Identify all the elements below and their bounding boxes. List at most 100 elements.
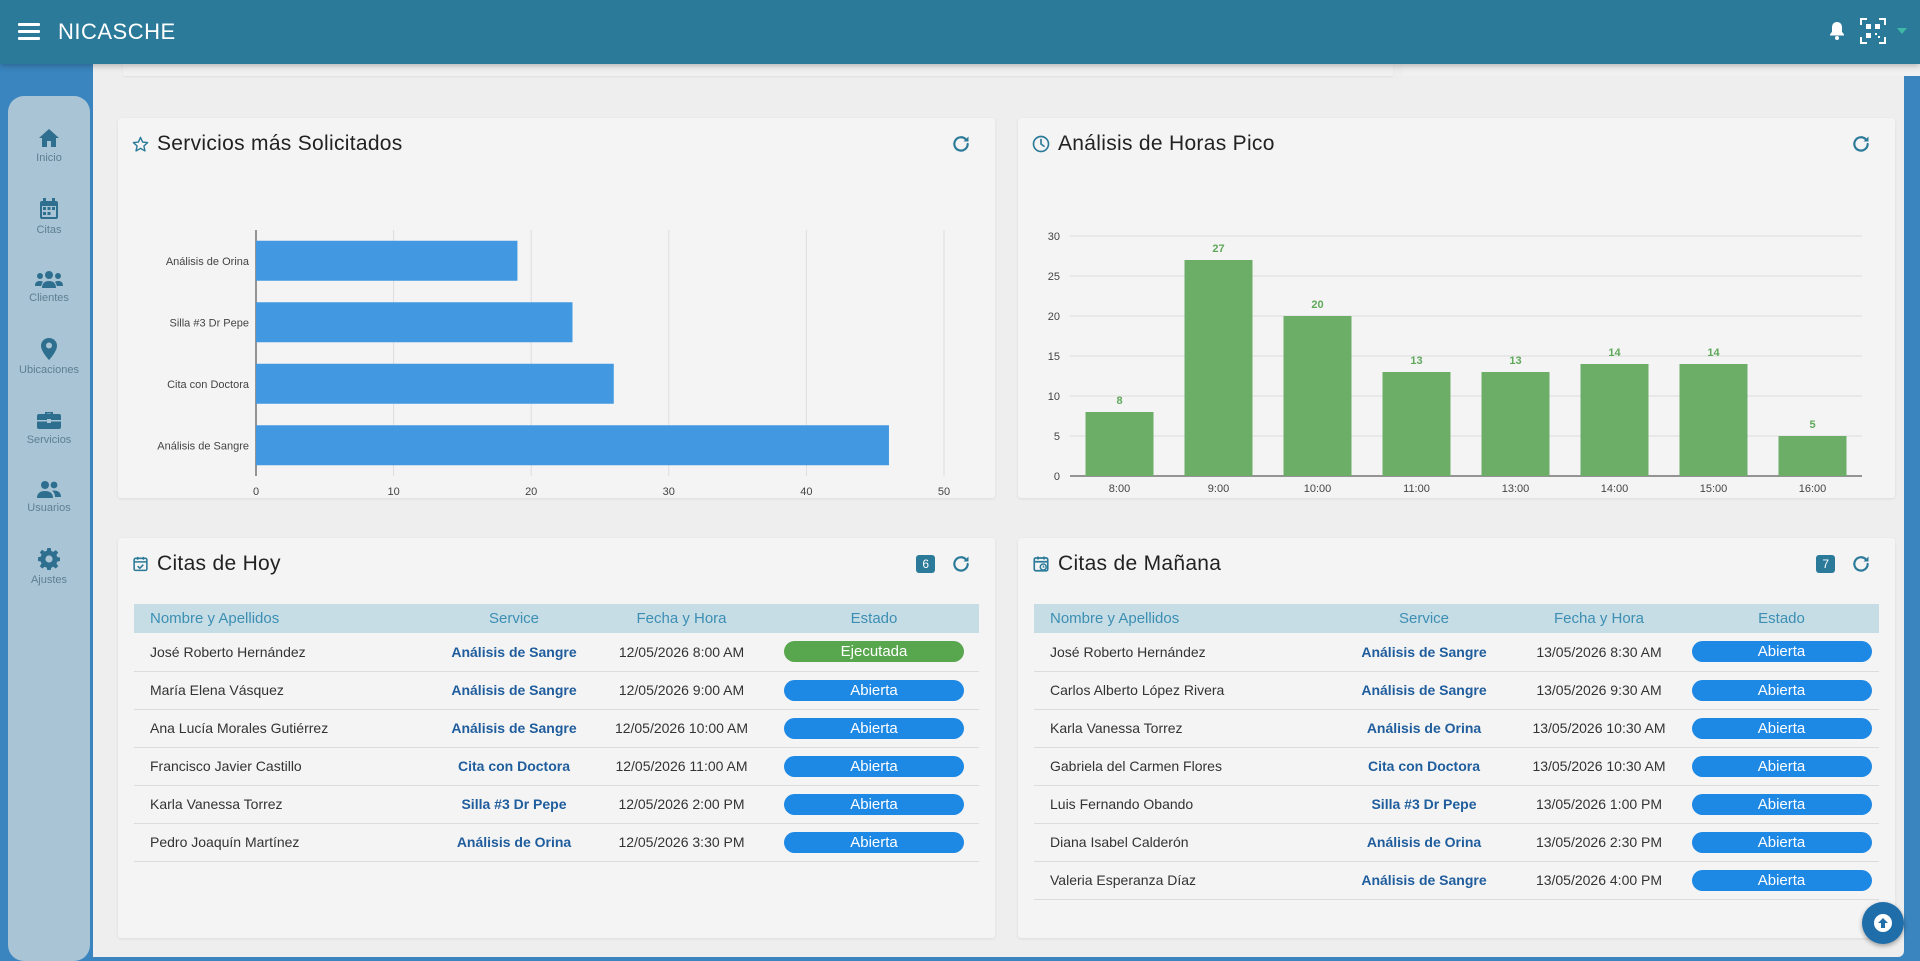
card-actions — [1851, 134, 1871, 154]
scroll-to-top-button[interactable] — [1862, 902, 1904, 944]
x-tick-label: 16:00 — [1799, 483, 1827, 495]
status-cell: Abierta — [1684, 785, 1879, 824]
datetime-cell: 12/05/2026 9:00 AM — [594, 671, 769, 710]
status-badge[interactable]: Abierta — [1691, 793, 1872, 815]
table-row[interactable]: Francisco Javier Castillo Cita con Doctor… — [134, 747, 979, 786]
table-row[interactable]: Diana Isabel Calderón Análisis de Orina 13… — [1034, 823, 1879, 862]
service-cell[interactable]: Silla #3 Dr Pepe — [1334, 785, 1514, 824]
service-cell[interactable]: Análisis de Sangre — [434, 709, 594, 748]
status-badge[interactable]: Abierta — [1691, 679, 1872, 701]
table-row[interactable]: José Roberto Hernández Análisis de Sangre… — [134, 633, 979, 672]
table-row[interactable]: Gabriela del Carmen Flores Cita con Docto… — [1034, 747, 1879, 786]
data-label: 14 — [1608, 347, 1621, 359]
status-badge[interactable]: Ejecutada — [784, 641, 964, 663]
status-badge[interactable]: Abierta — [1691, 831, 1872, 853]
status-cell: Abierta — [1684, 861, 1879, 900]
clock-icon — [1032, 135, 1050, 153]
sidebar-item-usuarios[interactable]: Usuarios — [8, 480, 90, 514]
refresh-icon[interactable] — [1851, 554, 1871, 574]
y-tick-label: Cita con Doctora — [167, 379, 250, 391]
app-title: NICASCHE — [58, 19, 176, 44]
qr-code-icon[interactable] — [1860, 18, 1886, 44]
calendar-clock-icon — [1033, 556, 1049, 572]
sidebar-item-clientes[interactable]: Clientes — [8, 270, 90, 304]
service-cell[interactable]: Análisis de Orina — [1334, 823, 1514, 862]
table-row[interactable]: Ana Lucía Morales Gutiérrez Análisis de S… — [134, 709, 979, 748]
today-count-badge: 6 — [916, 555, 935, 573]
status-badge[interactable]: Abierta — [784, 755, 964, 777]
status-cell: Abierta — [769, 785, 979, 824]
sidebar-item-label: Citas — [36, 224, 62, 236]
column-header[interactable]: Service — [488, 610, 540, 627]
table-row[interactable]: Luis Fernando Obando Silla #3 Dr Pepe 13/0… — [1034, 785, 1879, 824]
table-row[interactable]: Karla Vanessa Torrez Silla #3 Dr Pepe 12/0… — [134, 785, 979, 824]
y-tick-label: 15 — [1048, 351, 1060, 363]
column-header[interactable]: Fecha y Hora — [636, 610, 727, 627]
y-tick-label: 25 — [1048, 271, 1060, 283]
status-badge[interactable]: Abierta — [784, 679, 964, 701]
column-header[interactable]: Estado — [1758, 610, 1805, 627]
status-badge[interactable]: Abierta — [784, 717, 964, 739]
status-badge[interactable]: Abierta — [1691, 717, 1872, 739]
column-header[interactable]: Service — [1398, 610, 1450, 627]
arrow-up-circle-icon — [1874, 914, 1892, 932]
service-cell[interactable]: Cita con Doctora — [1334, 747, 1514, 786]
sidebar-item-inicio[interactable]: Inicio — [8, 128, 90, 164]
top-app-bar: NICASCHE — [0, 0, 1920, 64]
service-cell[interactable]: Silla #3 Dr Pepe — [434, 785, 594, 824]
service-cell[interactable]: Análisis de Orina — [1334, 709, 1514, 748]
service-cell[interactable]: Análisis de Sangre — [434, 671, 594, 710]
table-row[interactable]: Karla Vanessa Torrez Análisis de Orina 13/… — [1034, 709, 1879, 748]
main-content: Servicios más Solicitados 0 10 20 30 40 50 Aná… — [93, 64, 1920, 957]
datetime-cell: 12/05/2026 8:00 AM — [594, 633, 769, 672]
x-tick-label: 10 — [387, 486, 399, 498]
column-header[interactable]: Nombre y Apellidos — [150, 610, 280, 627]
refresh-icon[interactable] — [1851, 134, 1871, 154]
service-cell[interactable]: Análisis de Sangre — [1334, 861, 1514, 900]
table-row[interactable]: María Elena Vásquez Análisis de Sangre 12/… — [134, 671, 979, 710]
chevron-down-icon[interactable] — [1896, 18, 1908, 44]
y-tick-label: 0 — [1054, 471, 1060, 483]
status-badge[interactable]: Abierta — [1691, 755, 1872, 777]
status-badge[interactable]: Abierta — [1691, 869, 1872, 891]
users-icon — [35, 271, 63, 288]
table-row[interactable]: Valeria Esperanza Díaz Análisis de Sangre… — [1034, 861, 1879, 900]
datetime-cell: 13/05/2026 1:00 PM — [1514, 785, 1684, 824]
datetime-cell: 13/05/2026 8:30 AM — [1514, 633, 1684, 672]
bell-icon[interactable] — [1824, 18, 1850, 44]
sidebar-item-ajustes[interactable]: Ajustes — [8, 548, 90, 586]
service-cell[interactable]: Análisis de Orina — [434, 823, 594, 862]
status-badge[interactable]: Abierta — [784, 793, 964, 815]
column-header[interactable]: Estado — [850, 610, 898, 627]
service-cell[interactable]: Análisis de Sangre — [1334, 633, 1514, 672]
client-name-cell: José Roberto Hernández — [1034, 633, 1334, 672]
status-badge[interactable]: Abierta — [1691, 641, 1872, 663]
datetime-cell: 12/05/2026 10:00 AM — [594, 709, 769, 748]
table-header-row: Nombre y Apellidos Service Fecha y Hora … — [134, 604, 979, 633]
sidebar-item-servicios[interactable]: Servicios — [8, 410, 90, 446]
table-row[interactable]: Pedro Joaquín Martínez Análisis de Orina 1… — [134, 823, 979, 862]
service-cell[interactable]: Cita con Doctora — [434, 747, 594, 786]
sidebar-item-citas[interactable]: Citas — [8, 198, 90, 236]
table-row[interactable]: Carlos Alberto López Rivera Análisis de S… — [1034, 671, 1879, 710]
sidebar-item-ubicaciones[interactable]: Ubicaciones — [8, 338, 90, 376]
service-cell[interactable]: Análisis de Sangre — [434, 633, 594, 672]
today-appointments-card: Citas de Hoy 6 Nombre y Apellidos Servic… — [118, 538, 995, 938]
refresh-icon[interactable] — [951, 134, 971, 154]
column-header[interactable]: Fecha y Hora — [1553, 610, 1645, 627]
y-tick-label: 20 — [1048, 311, 1060, 323]
y-tick-label: Análisis de Sangre — [157, 440, 249, 452]
datetime-cell: 13/05/2026 2:30 PM — [1514, 823, 1684, 862]
bar — [1382, 372, 1451, 476]
column-header[interactable]: Nombre y Apellidos — [1050, 610, 1180, 627]
menu-icon[interactable] — [18, 20, 40, 44]
client-name-cell: Carlos Alberto López Rivera — [1034, 671, 1334, 710]
card-header: Servicios más Solicitados — [132, 132, 403, 156]
gear-icon — [38, 548, 60, 570]
table-row[interactable]: José Roberto Hernández Análisis de Sangre… — [1034, 633, 1879, 672]
status-badge[interactable]: Abierta — [784, 831, 964, 853]
card-header: Citas de Hoy — [132, 552, 281, 576]
refresh-icon[interactable] — [951, 554, 971, 574]
data-label: 20 — [1311, 299, 1323, 311]
service-cell[interactable]: Análisis de Sangre — [1334, 671, 1514, 710]
